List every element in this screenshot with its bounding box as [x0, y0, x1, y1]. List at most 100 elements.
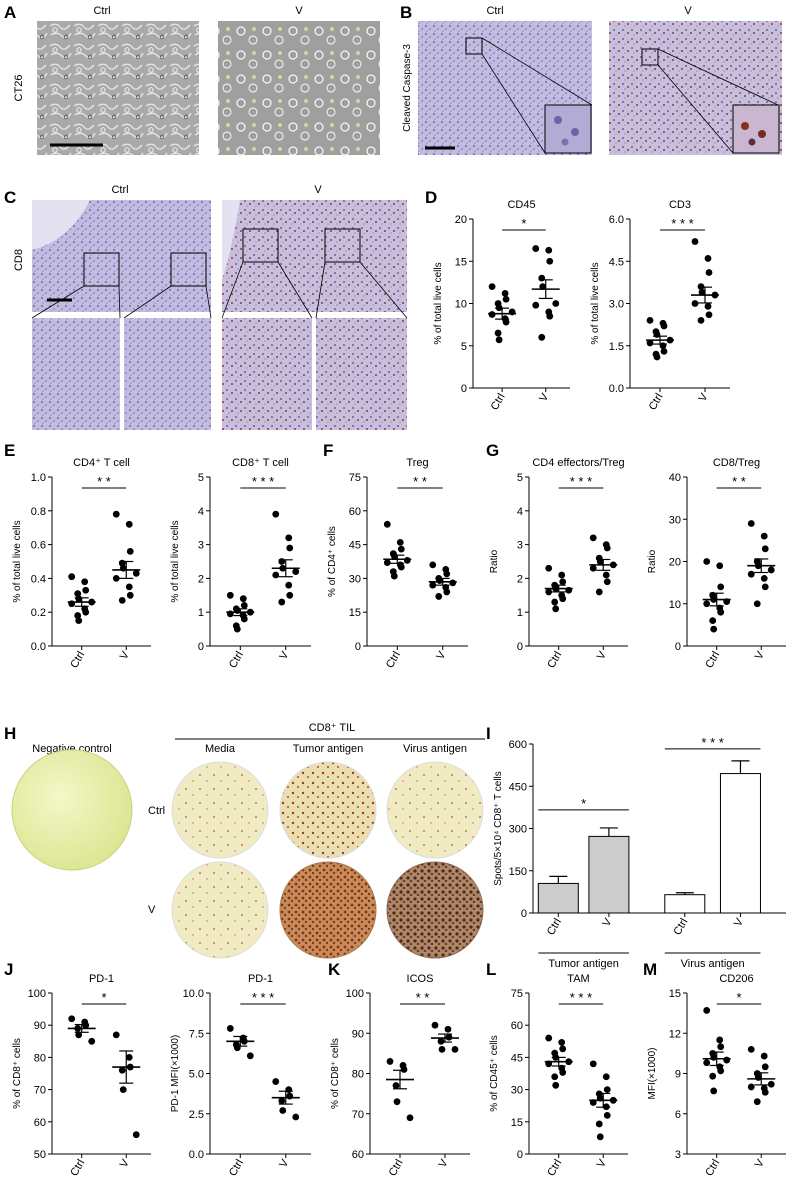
data-point [397, 563, 405, 571]
x-tick-label: Ctrl [384, 650, 403, 671]
data-point [444, 1025, 452, 1033]
data-point [125, 1054, 133, 1061]
y-tick-label: 2 [198, 573, 204, 585]
col-label-virus: Virus antigen [403, 743, 467, 755]
y-axis-label: % of CD8⁺ cells [12, 1038, 23, 1109]
significance-stars: * [581, 796, 586, 811]
data-point [226, 591, 234, 599]
data-point [393, 1098, 401, 1106]
panel-letter-f: F [323, 441, 333, 460]
chart-title: PD-1 [248, 973, 273, 985]
negative-control-label: Negative control [32, 743, 112, 755]
data-point [390, 552, 398, 560]
y-tick-label: 3 [198, 540, 204, 552]
x-tick-label: Ctrl [545, 1158, 564, 1179]
y-axis-label: % of CD4⁺ cells [327, 526, 338, 597]
y-tick-label: 10 [669, 599, 681, 611]
y-tick-label: 0.4 [31, 573, 46, 585]
data-point [386, 1058, 394, 1065]
y-axis-label: MFI(×1000) [647, 1048, 658, 1100]
panel-letter-m: M [643, 960, 657, 979]
well-ctrl-tumor [279, 761, 377, 859]
y-tick-label: 40 [669, 472, 681, 484]
data-point [717, 1043, 725, 1051]
data-point [747, 570, 755, 578]
data-point [551, 1073, 559, 1081]
data-point [551, 598, 559, 606]
data-point [545, 246, 553, 254]
x-tick-label: Ctrl [703, 650, 722, 671]
y-tick-label: 300 [509, 824, 527, 836]
x-tick-label: V [697, 391, 711, 404]
data-point [603, 578, 611, 586]
data-point [602, 571, 610, 579]
data-point [74, 590, 82, 598]
y-tick-label: 7.5 [189, 1028, 204, 1040]
data-point [545, 564, 553, 572]
y-tick-label: 3.0 [609, 299, 624, 311]
panel-letter-c: C [4, 188, 16, 207]
data-point [705, 269, 713, 276]
chart-j1: 50 60 70 80 90 100 % of CD8⁺ cells Ctrl V PD-1 * [12, 973, 151, 1178]
data-point [112, 1031, 120, 1039]
data-point [285, 534, 293, 542]
y-tick-label: 1 [517, 607, 523, 619]
data-point [82, 608, 90, 616]
panel-b-col-v: V [684, 5, 692, 17]
data-point [767, 566, 775, 574]
data-point [81, 578, 89, 586]
y-tick-label: 600 [509, 739, 527, 751]
y-tick-label: 90 [352, 1028, 364, 1040]
bar [664, 894, 706, 914]
data-point [429, 581, 437, 589]
y-tick-label: 70 [352, 1109, 364, 1121]
data-point [82, 586, 90, 594]
data-point [761, 545, 769, 553]
data-point [88, 1037, 96, 1045]
data-point [286, 591, 294, 599]
data-point [118, 1066, 126, 1074]
chart-g1: 0 1 2 3 4 5 Ratio Ctrl V CD4 effectors/Treg * * * [489, 457, 628, 670]
y-tick-label: 75 [511, 988, 523, 1000]
data-point [532, 245, 540, 252]
x-tick-label: Ctrl [227, 650, 246, 671]
panel-letter-i: I [486, 724, 491, 743]
y-axis-label: PD-1 MFI(×1000) [170, 1035, 181, 1113]
data-point [703, 1007, 711, 1014]
panel-c-col-ctrl: Ctrl [111, 184, 128, 196]
chart-k: 60 70 80 90 100 % of CD8⁺ cells Ctrl V ICOS * * [330, 973, 470, 1178]
inset-ctrl-caspase [544, 104, 592, 154]
x-tick-label: V [753, 1157, 767, 1170]
chart-title: CD8⁺ T cell [232, 457, 289, 469]
data-point [716, 1036, 724, 1044]
x-tick-label: V [732, 916, 746, 929]
data-point [125, 583, 133, 591]
data-point [400, 1066, 408, 1073]
chart-m: 3 6 9 12 15 MFI(×1000) Ctrl V CD206 * [647, 973, 786, 1178]
data-point [753, 1098, 761, 1106]
data-point [68, 1015, 76, 1023]
data-point [233, 1044, 241, 1052]
data-point [286, 544, 294, 552]
data-point [445, 1033, 453, 1041]
y-tick-label: 60 [34, 1117, 46, 1129]
data-point [495, 336, 503, 344]
data-point [443, 588, 451, 596]
y-tick-label: 30 [511, 1085, 523, 1097]
data-point [596, 1133, 604, 1141]
data-point [761, 1088, 769, 1096]
data-point [753, 600, 761, 608]
data-point [723, 1056, 731, 1064]
data-point [383, 559, 391, 567]
data-point [603, 1111, 611, 1119]
y-tick-label: 2 [517, 573, 523, 585]
data-point [761, 583, 769, 591]
data-point [691, 238, 699, 245]
y-tick-label: 150 [509, 866, 527, 878]
y-tick-label: 60 [349, 506, 361, 518]
well-v-media [171, 861, 269, 959]
data-point [501, 289, 509, 297]
row-label-ctrl: Ctrl [148, 805, 165, 817]
group-label: Tumor antigen [548, 958, 619, 970]
data-point [710, 1087, 718, 1095]
